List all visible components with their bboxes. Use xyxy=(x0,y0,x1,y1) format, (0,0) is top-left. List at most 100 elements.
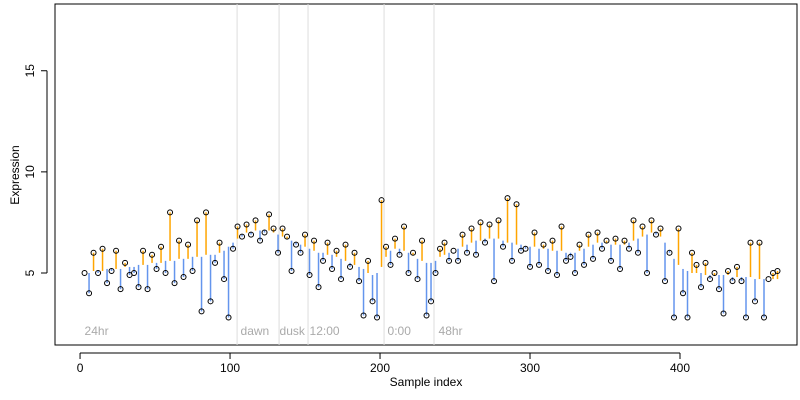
data-point xyxy=(288,267,295,274)
data-point xyxy=(207,298,214,305)
data-point xyxy=(707,276,714,283)
data-point xyxy=(414,276,421,283)
data-point xyxy=(90,249,97,256)
data-point xyxy=(378,197,385,204)
data-point xyxy=(662,278,669,285)
data-point xyxy=(257,237,264,244)
data-point xyxy=(162,269,169,276)
annotation: 12:00 xyxy=(310,324,340,338)
data-point xyxy=(464,249,471,256)
data-point xyxy=(459,231,466,238)
data-point xyxy=(185,241,192,248)
data-point xyxy=(738,278,745,285)
data-point xyxy=(144,286,151,293)
data-point xyxy=(140,247,147,254)
data-point xyxy=(504,195,511,202)
data-point xyxy=(113,247,120,254)
x-tick-label: 300 xyxy=(520,361,540,375)
data-point xyxy=(725,267,732,274)
data-point xyxy=(117,286,124,293)
data-point xyxy=(95,269,102,276)
y-tick-label: 15 xyxy=(23,64,37,78)
data-point xyxy=(680,290,687,297)
data-point xyxy=(392,235,399,242)
data-point xyxy=(216,239,223,246)
annotation: dawn xyxy=(241,324,270,338)
data-point xyxy=(153,265,160,272)
data-point xyxy=(266,211,273,218)
data-point xyxy=(81,269,88,276)
data-point xyxy=(635,249,642,256)
data-point xyxy=(594,229,601,236)
data-point xyxy=(756,239,763,246)
data-point xyxy=(630,217,637,224)
data-point xyxy=(581,261,588,268)
data-point xyxy=(527,263,534,270)
data-point xyxy=(104,280,111,287)
data-point xyxy=(158,243,165,250)
data-point xyxy=(320,257,327,264)
data-point xyxy=(585,231,592,238)
data-point xyxy=(621,237,628,244)
data-point xyxy=(423,312,430,319)
data-point xyxy=(486,221,493,228)
data-point xyxy=(428,298,435,305)
data-point xyxy=(626,245,633,252)
data-point xyxy=(333,247,340,254)
data-point xyxy=(761,314,768,321)
data-point xyxy=(599,245,606,252)
data-point xyxy=(365,257,372,264)
x-tick-label: 100 xyxy=(220,361,240,375)
data-point xyxy=(531,229,538,236)
data-point xyxy=(495,217,502,224)
data-point xyxy=(315,284,322,291)
data-point xyxy=(639,223,646,230)
data-point xyxy=(540,241,547,248)
data-point xyxy=(752,298,759,305)
x-tick-label: 200 xyxy=(370,361,390,375)
data-point xyxy=(644,269,651,276)
data-point xyxy=(135,284,142,291)
data-point xyxy=(702,259,709,266)
data-point xyxy=(743,314,750,321)
data-point xyxy=(171,280,178,287)
data-point xyxy=(342,241,349,248)
x-tick-label: 0 xyxy=(77,361,84,375)
data-point xyxy=(297,249,304,256)
y-tick-label: 5 xyxy=(23,269,37,276)
data-point xyxy=(248,231,255,238)
data-point xyxy=(374,314,381,321)
data-point xyxy=(720,310,727,317)
data-point xyxy=(684,314,691,321)
data-point xyxy=(711,269,718,276)
annotation: 24hr xyxy=(85,324,109,338)
data-point xyxy=(576,241,583,248)
x-tick-label: 400 xyxy=(670,361,690,375)
data-point xyxy=(513,201,520,208)
data-point xyxy=(522,245,529,252)
data-point xyxy=(203,209,210,216)
y-axis-label: Expression xyxy=(8,145,22,204)
data-point xyxy=(734,263,741,270)
data-point xyxy=(351,249,358,256)
x-axis-label: Sample index xyxy=(390,375,463,389)
data-point xyxy=(765,276,772,283)
data-point xyxy=(360,312,367,319)
data-point xyxy=(693,261,700,268)
data-point xyxy=(261,229,268,236)
data-point xyxy=(180,274,187,281)
data-point xyxy=(567,253,574,260)
data-point xyxy=(554,272,561,279)
data-point xyxy=(648,217,655,224)
data-point xyxy=(666,249,673,256)
data-point xyxy=(657,225,664,232)
data-point xyxy=(284,233,291,240)
data-point xyxy=(549,237,556,244)
data-point xyxy=(455,257,462,264)
data-point xyxy=(590,255,597,262)
data-point xyxy=(473,251,480,258)
data-point xyxy=(369,298,376,305)
plot-frame xyxy=(54,3,798,346)
data-point xyxy=(234,223,241,230)
data-point xyxy=(167,209,174,216)
